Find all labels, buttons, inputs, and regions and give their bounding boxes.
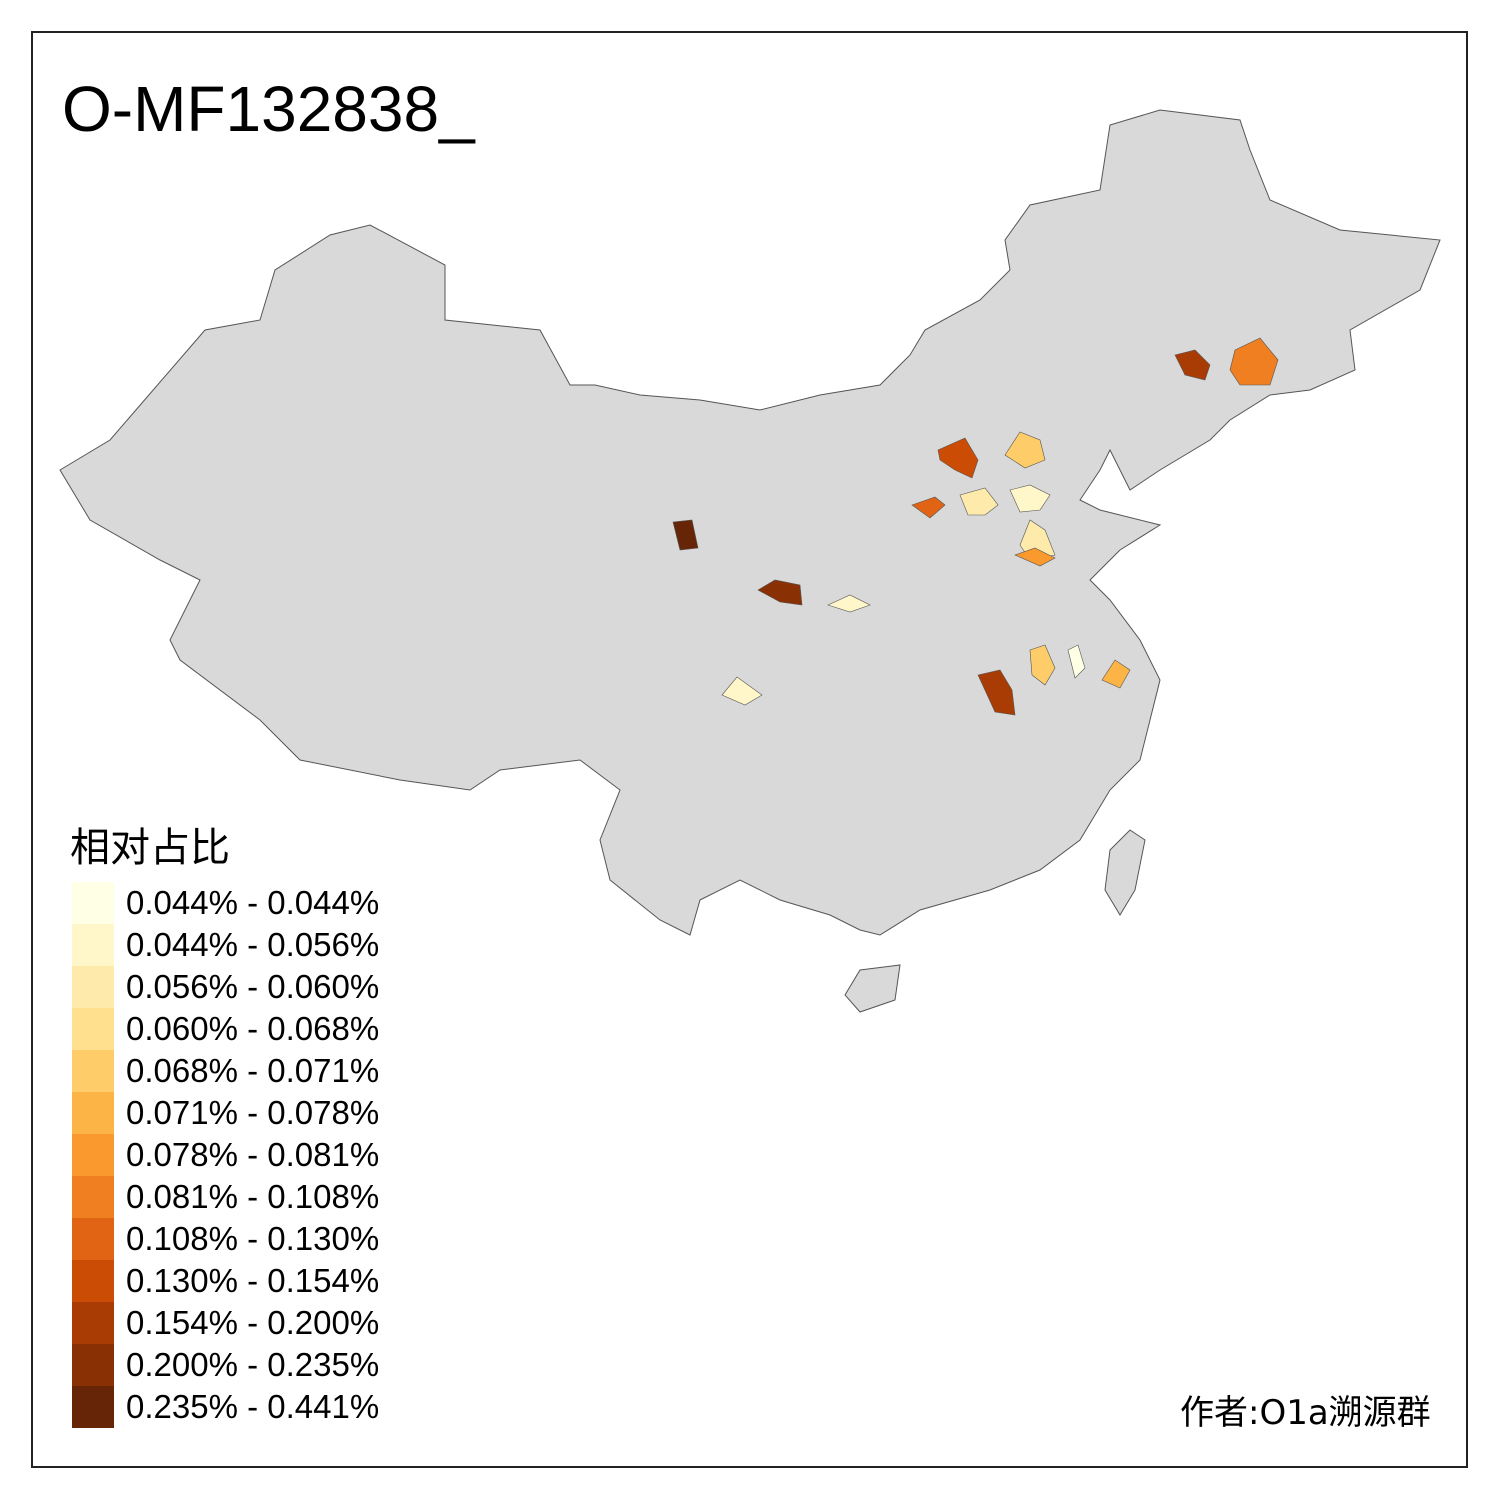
taiwan <box>1104 829 1146 916</box>
legend-item: 0.235% - 0.441% <box>72 1386 379 1428</box>
region-12 <box>721 676 763 706</box>
region-3 <box>1004 431 1046 469</box>
region-9 <box>672 519 699 551</box>
legend-label: 0.154% - 0.200% <box>126 1304 380 1341</box>
region-1 <box>1229 337 1279 386</box>
legend-swatch <box>72 1386 114 1428</box>
legend-item: 0.060% - 0.068% <box>72 1008 379 1050</box>
region-11 <box>827 594 871 613</box>
region-8 <box>1014 547 1056 567</box>
legend-item: 0.056% - 0.060% <box>72 966 379 1008</box>
region-10 <box>757 579 803 606</box>
legend-item: 0.108% - 0.130% <box>72 1218 379 1260</box>
legend-swatch <box>72 1050 114 1092</box>
map-frame <box>31 31 1468 1468</box>
legend-item: 0.071% - 0.078% <box>72 1092 379 1134</box>
legend-label: 0.081% - 0.108% <box>126 1178 380 1215</box>
legend-item: 0.200% - 0.235% <box>72 1344 379 1386</box>
legend-swatch <box>72 1344 114 1386</box>
legend-item: 0.081% - 0.108% <box>72 1176 379 1218</box>
region-16 <box>977 669 1016 716</box>
legend-label: 0.235% - 0.441% <box>126 1388 380 1425</box>
region-5 <box>959 487 999 516</box>
legend-title: 相对占比 <box>70 825 230 871</box>
region-6 <box>1009 484 1051 513</box>
legend-label: 0.060% - 0.068% <box>126 1010 380 1047</box>
legend-label: 0.108% - 0.130% <box>126 1220 380 1257</box>
legend-swatch <box>72 882 114 924</box>
legend-item: 0.130% - 0.154% <box>72 1260 379 1302</box>
region-15 <box>1101 659 1131 689</box>
author-credit: 作者:O1a溯源群 <box>1180 1393 1431 1433</box>
legend-label: 0.044% - 0.056% <box>126 926 380 963</box>
region-13 <box>1029 644 1056 686</box>
legend: 0.044% - 0.044% 0.044% - 0.056% 0.056% - 0… <box>72 882 379 1428</box>
legend-swatch <box>72 1260 114 1302</box>
map-title: O-MF132838_ <box>62 73 475 145</box>
legend-swatch <box>72 1302 114 1344</box>
legend-swatch <box>72 1092 114 1134</box>
legend-item: 0.154% - 0.200% <box>72 1302 379 1344</box>
highlighted-regions <box>672 337 1279 716</box>
legend-swatch <box>72 1176 114 1218</box>
legend-label: 0.078% - 0.081% <box>126 1136 380 1173</box>
legend-label: 0.068% - 0.071% <box>126 1052 380 1089</box>
legend-swatch <box>72 1218 114 1260</box>
legend-label: 0.130% - 0.154% <box>126 1262 380 1299</box>
legend-item: 0.044% - 0.056% <box>72 924 379 966</box>
legend-swatch <box>72 1134 114 1176</box>
legend-label: 0.200% - 0.235% <box>126 1346 380 1383</box>
legend-item: 0.078% - 0.081% <box>72 1134 379 1176</box>
legend-label: 0.071% - 0.078% <box>126 1094 380 1131</box>
region-14 <box>1067 644 1086 679</box>
hainan <box>844 964 901 1013</box>
legend-label: 0.044% - 0.044% <box>126 884 380 921</box>
legend-item: 0.068% - 0.071% <box>72 1050 379 1092</box>
legend-label: 0.056% - 0.060% <box>126 968 380 1005</box>
china-outline <box>59 109 1441 936</box>
region-4 <box>911 496 946 519</box>
region-0 <box>1174 349 1211 381</box>
legend-swatch <box>72 924 114 966</box>
legend-swatch <box>72 1008 114 1050</box>
legend-item: 0.044% - 0.044% <box>72 882 379 924</box>
legend-swatch <box>72 966 114 1008</box>
region-2 <box>937 437 979 479</box>
